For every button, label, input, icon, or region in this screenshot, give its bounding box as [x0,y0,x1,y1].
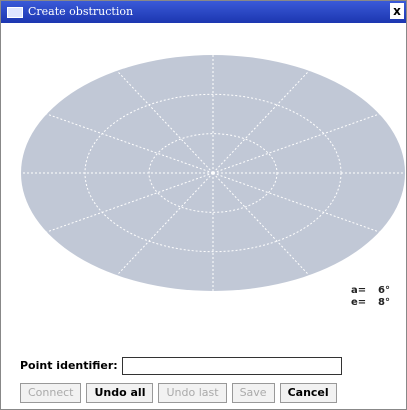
azimuth-spoke [212,70,310,174]
text-input[interactable] [122,357,342,375]
window-icon [7,7,23,18]
field-label: Point identifier: [20,359,118,372]
window-title: Create obstruction [28,5,134,18]
azimuth-spoke [46,113,214,174]
azimuth-spoke [212,172,380,233]
sky-plot[interactable] [1,23,406,343]
button-row: Connect Undo all Undo last Save Cancel [20,383,337,403]
button[interactable]: Cancel [279,383,337,403]
azimuth-spoke [116,172,214,276]
elevation-value: 8° [378,297,390,308]
elevation-label: e= [351,297,367,308]
azimuth-spoke [116,70,214,174]
button[interactable]: Undo all [86,383,154,403]
azimuth-label: a= [351,285,367,296]
button: Save [231,383,275,403]
azimuth-value: 6° [378,285,390,296]
azimuth-spoke [212,113,380,174]
close-button[interactable]: x [390,3,404,19]
title-bar: Create obstruction x [1,1,406,23]
button: Undo last [158,383,227,403]
button: Connect [20,383,82,403]
azimuth-spoke [212,172,310,276]
azimuth-spoke [46,172,214,233]
